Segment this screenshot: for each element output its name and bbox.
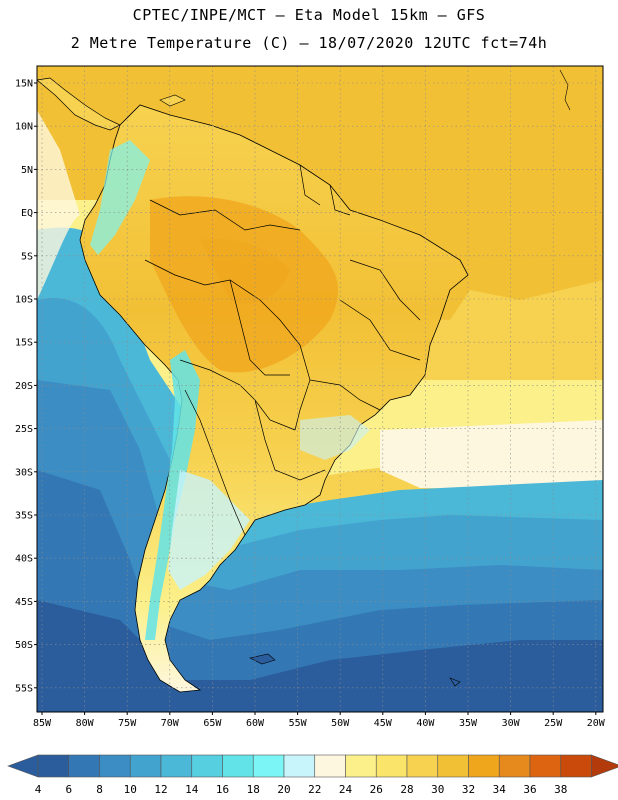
colorbar-swatch bbox=[345, 754, 377, 778]
colorbar-label: 14 bbox=[185, 783, 199, 796]
country-borders bbox=[144, 164, 421, 536]
central-america-land bbox=[37, 77, 121, 131]
colorbar-swatch bbox=[529, 754, 562, 778]
colorbar-swatch bbox=[160, 754, 193, 778]
colorbar-label: 20 bbox=[277, 783, 290, 796]
lon-label: 70W bbox=[161, 718, 180, 729]
colorbar-label: 30 bbox=[431, 783, 444, 796]
colorbar-arrow-high bbox=[591, 754, 618, 778]
lat-label: 15N bbox=[15, 79, 33, 90]
colorbar-label: 10 bbox=[124, 783, 137, 796]
lat-label: 10N bbox=[15, 122, 33, 133]
colorbar-label: 36 bbox=[523, 783, 536, 796]
lon-label: 80W bbox=[76, 718, 95, 729]
colorbar-swatch bbox=[406, 754, 439, 778]
lon-label: 40W bbox=[416, 718, 435, 729]
colorbar-swatch bbox=[560, 754, 592, 778]
colorbar-label: 26 bbox=[370, 783, 383, 796]
colorbar-label: 4 bbox=[35, 783, 42, 796]
colorbar-swatch bbox=[68, 754, 100, 778]
lon-label: 55W bbox=[289, 718, 308, 729]
colorbar-swatch bbox=[99, 754, 131, 778]
lat-label: 35S bbox=[15, 511, 33, 522]
colorbar-label: 38 bbox=[554, 783, 567, 796]
lat-label: EQ bbox=[21, 208, 33, 219]
lon-label: 30W bbox=[502, 718, 521, 729]
colorbar-swatch bbox=[375, 754, 408, 778]
chart-subtitle: 2 Metre Temperature (C) – 18/07/2020 12U… bbox=[70, 34, 548, 52]
colorbar-label: 18 bbox=[247, 783, 260, 796]
colorbar-swatch bbox=[222, 754, 254, 778]
colorbar-label: 32 bbox=[462, 783, 475, 796]
lon-label: 85W bbox=[33, 718, 52, 729]
lon-label: 50W bbox=[331, 718, 350, 729]
colorbar-label: 16 bbox=[216, 783, 229, 796]
lat-label: 5N bbox=[21, 165, 33, 176]
colorbar-swatch bbox=[129, 754, 162, 778]
colorbar-label: 22 bbox=[308, 783, 321, 796]
colorbar-label: 12 bbox=[154, 783, 167, 796]
lon-label: 25W bbox=[544, 718, 563, 729]
lon-label: 35W bbox=[459, 718, 478, 729]
longitude-labels: 85W 80W 75W 70W 65W 60W 55W 50W 45W 40W 35W 30W 25W 2… bbox=[33, 712, 606, 729]
lat-label: 20S bbox=[15, 381, 33, 392]
colorbar-swatch bbox=[252, 754, 285, 778]
lon-label: 65W bbox=[203, 718, 222, 729]
lat-label: 50S bbox=[15, 640, 33, 651]
lat-label: 10S bbox=[15, 295, 33, 306]
lon-label: 60W bbox=[246, 718, 265, 729]
chart-title: CPTEC/INPE/MCT – Eta Model 15km – GFS bbox=[132, 6, 486, 24]
colorbar-label: 28 bbox=[400, 783, 413, 796]
lat-label: 55S bbox=[15, 683, 33, 694]
colorbar-label: 8 bbox=[96, 783, 103, 796]
latitude-labels: 15N 10N 5N EQ 5S 10S 15S 20S 25S 30S 35S 40S 45S 50S 5… bbox=[15, 79, 37, 694]
lon-label: 75W bbox=[118, 718, 137, 729]
lon-label: 45W bbox=[374, 718, 393, 729]
lat-label: 45S bbox=[15, 597, 33, 608]
colorbar-swatch bbox=[37, 754, 70, 778]
map-frame bbox=[36, 65, 604, 713]
lat-label: 15S bbox=[15, 338, 33, 349]
colorbar-swatch bbox=[437, 754, 469, 778]
colorbar-swatch bbox=[314, 754, 346, 778]
colorbar: 4 6 8 10 12 14 16 18 20 22 24 26 28 30 32 34 36 38 bbox=[7, 754, 618, 796]
colorbar-label: 6 bbox=[65, 783, 72, 796]
lat-label: 25S bbox=[15, 424, 33, 435]
colorbar-swatch bbox=[191, 754, 223, 778]
lat-label: 5S bbox=[21, 251, 33, 262]
lat-label: 30S bbox=[15, 467, 33, 478]
colorbar-swatch bbox=[468, 754, 500, 778]
lat-label: 40S bbox=[15, 554, 33, 565]
colorbar-label: 34 bbox=[493, 783, 507, 796]
colorbar-label: 24 bbox=[339, 783, 353, 796]
map-field bbox=[37, 66, 603, 712]
colorbar-swatch bbox=[283, 754, 316, 778]
lon-label: 20W bbox=[587, 718, 606, 729]
colorbar-arrow-low bbox=[7, 754, 39, 778]
colorbar-swatch bbox=[498, 754, 531, 778]
